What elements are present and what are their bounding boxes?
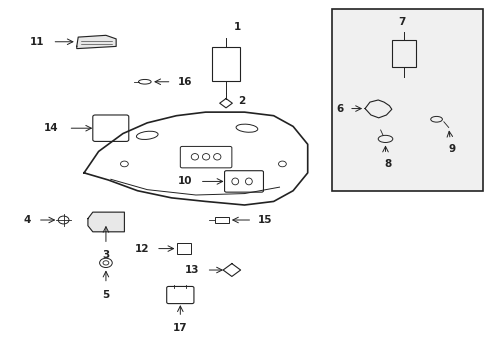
Text: 4: 4 xyxy=(23,215,30,225)
Text: 6: 6 xyxy=(335,104,343,113)
Bar xyxy=(211,47,240,81)
Bar xyxy=(391,40,415,67)
Text: 14: 14 xyxy=(44,123,59,133)
Text: 9: 9 xyxy=(447,144,455,154)
Bar xyxy=(177,243,191,254)
Text: 11: 11 xyxy=(30,37,44,47)
Text: 16: 16 xyxy=(178,77,192,87)
Bar xyxy=(215,217,228,223)
Text: 15: 15 xyxy=(258,215,272,225)
Text: 5: 5 xyxy=(102,290,109,300)
Text: 1: 1 xyxy=(233,22,240,32)
Text: 17: 17 xyxy=(173,323,187,333)
Text: 10: 10 xyxy=(177,176,192,186)
Polygon shape xyxy=(88,212,124,232)
Text: 12: 12 xyxy=(135,244,149,253)
Bar xyxy=(331,9,482,191)
Text: 13: 13 xyxy=(185,265,200,275)
Text: 2: 2 xyxy=(238,96,245,107)
Text: 8: 8 xyxy=(384,159,391,169)
Polygon shape xyxy=(77,35,116,49)
Text: 7: 7 xyxy=(397,17,405,27)
Text: 3: 3 xyxy=(102,250,109,260)
